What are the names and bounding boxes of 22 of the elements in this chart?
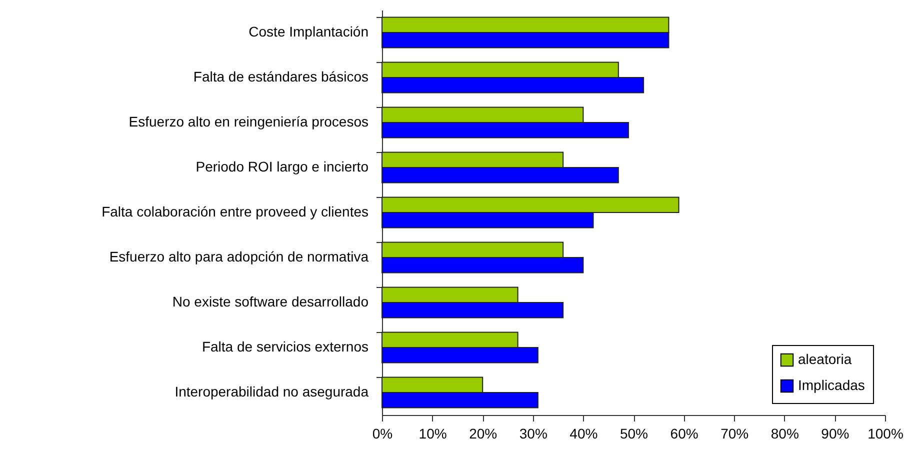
y-tick-label: No existe software desarrollado <box>172 294 369 310</box>
y-tick-label: Esfuerzo alto en reingeniería procesos <box>128 114 368 130</box>
x-tick-label: 40% <box>570 426 598 442</box>
x-tick-label: 100% <box>868 426 904 442</box>
y-tick-label: Falta de servicios externos <box>202 338 368 354</box>
x-tick-label: 0% <box>372 426 393 442</box>
y-tick-label: Coste Implantación <box>248 24 368 40</box>
y-tick-label: Falta de estándares básicos <box>193 68 368 84</box>
x-tick-label: 80% <box>770 426 799 442</box>
y-tick-label: Falta colaboración entre proveed y clientes <box>102 204 368 220</box>
y-tick-label: Periodo ROI largo e incierto <box>196 158 369 174</box>
x-tick-label: 30% <box>519 426 548 442</box>
y-tick-label: Esfuerzo alto para adopción de normativa <box>109 248 369 264</box>
legend-label: Implicadas <box>798 377 865 393</box>
legend-label: aleatoria <box>798 351 852 367</box>
x-tick-label: 20% <box>469 426 498 442</box>
y-tick-label: Interoperabilidad no asegurada <box>174 384 369 400</box>
x-tick-label: 10% <box>418 426 447 442</box>
x-tick-label: 70% <box>720 426 749 442</box>
x-tick-label: 60% <box>670 426 698 442</box>
x-tick-label: 50% <box>620 426 648 442</box>
x-tick-label: 90% <box>821 426 850 442</box>
